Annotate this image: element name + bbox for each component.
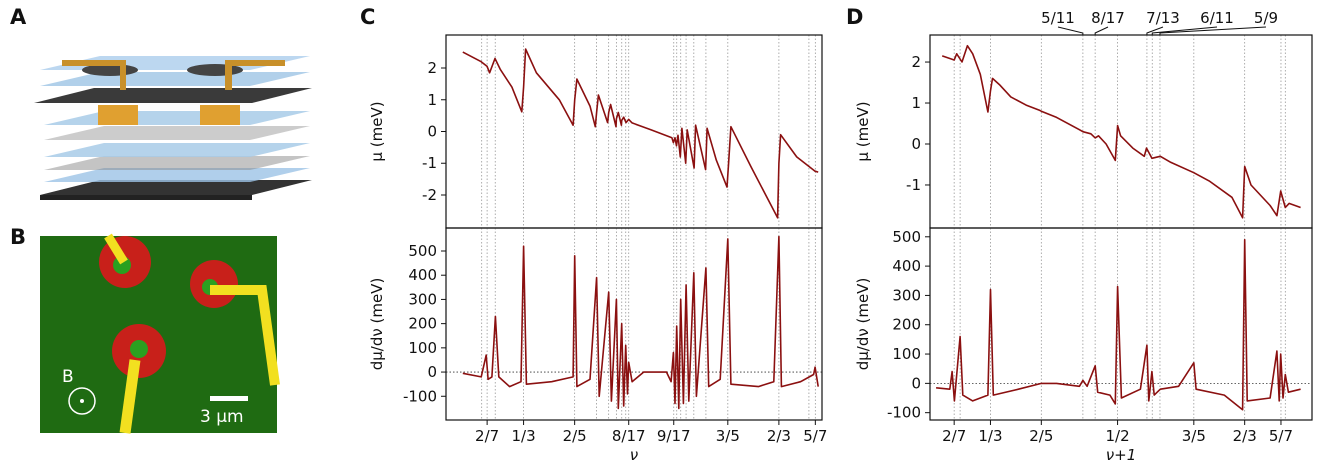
y-tick-label: -1 <box>906 176 921 194</box>
y-tick-label: 2 <box>911 53 921 71</box>
y-tick-label: 400 <box>892 257 921 275</box>
microscope-image: B 3 μm <box>40 233 280 434</box>
plot-frame <box>929 227 1313 421</box>
x-tick-label: 3/5 <box>1182 427 1206 445</box>
y-tick-label: 0 <box>427 363 437 381</box>
y-tick-label: 0 <box>427 123 437 141</box>
annotation: 7/13 <box>1146 9 1180 27</box>
x-tick-label: 2/3 <box>1233 427 1257 445</box>
annotation: 8/17 <box>1091 9 1125 27</box>
y-tick-label: 2 <box>427 59 437 77</box>
annotation: 6/11 <box>1200 9 1234 27</box>
y-tick-label: 1 <box>427 91 437 109</box>
plot-frame <box>445 227 823 421</box>
y-tick-label: -100 <box>403 387 437 405</box>
x-tick-label: 5/7 <box>803 427 827 445</box>
x-tick-label: 9/17 <box>657 427 691 445</box>
y-tick-label: 200 <box>408 315 437 333</box>
y-axis-label: μ (meV) <box>854 101 872 161</box>
x-tick-label: 1/2 <box>1105 427 1129 445</box>
y-axis-label: μ (meV) <box>368 101 386 161</box>
x-tick-label: 2/7 <box>475 427 499 445</box>
y-tick-label: 500 <box>892 228 921 246</box>
annotation-leader <box>1057 26 1084 35</box>
y-tick-label: 100 <box>408 339 437 357</box>
annotation-leader <box>1094 26 1109 35</box>
x-tick-label: 1/3 <box>512 427 536 445</box>
annotation: 5/9 <box>1254 9 1278 27</box>
x-tick-label: 2/5 <box>1029 427 1053 445</box>
y-tick-label: 0 <box>911 374 921 392</box>
y-tick-label: 200 <box>892 316 921 334</box>
data-line <box>936 238 1301 411</box>
device-schematic <box>34 56 312 200</box>
panel-letter: D <box>846 5 863 29</box>
x-axis-label: ν+1 <box>1106 446 1137 464</box>
y-tick-label: -100 <box>887 404 921 422</box>
panel-letter: A <box>10 5 27 29</box>
y-axis-label: dμ/dν (meV) <box>368 278 386 371</box>
x-tick-label: 5/7 <box>1269 427 1293 445</box>
data-line <box>462 235 819 410</box>
annotation-leader <box>1151 26 1218 35</box>
x-tick-label: 2/7 <box>942 427 966 445</box>
plot-frame <box>929 34 1313 229</box>
panel-letter: C <box>360 5 375 29</box>
y-tick-label: -1 <box>422 154 437 172</box>
y-tick-label: 100 <box>892 345 921 363</box>
x-tick-label: 3/5 <box>716 427 740 445</box>
plot-frame <box>445 34 823 229</box>
y-axis-label: dμ/dν (meV) <box>854 278 872 371</box>
panel-letter: B <box>10 225 26 249</box>
annotation: 5/11 <box>1041 9 1075 27</box>
x-tick-label: 2/5 <box>563 427 587 445</box>
annotation-leader <box>1146 26 1164 35</box>
annotation-leader <box>1159 26 1267 35</box>
y-tick-label: 1 <box>911 94 921 112</box>
data-line <box>462 48 819 219</box>
scale-bar-label: 3 μm <box>200 407 244 427</box>
y-tick-label: 500 <box>408 242 437 260</box>
data-line <box>941 44 1301 219</box>
field-label: B <box>62 367 74 387</box>
x-tick-label: 8/17 <box>612 427 646 445</box>
y-tick-label: 0 <box>911 135 921 153</box>
y-tick-label: -2 <box>422 186 437 204</box>
y-tick-label: 300 <box>892 286 921 304</box>
x-tick-label: 2/3 <box>767 427 791 445</box>
y-tick-label: 400 <box>408 266 437 284</box>
y-tick-label: 300 <box>408 290 437 308</box>
x-tick-label: 1/3 <box>978 427 1002 445</box>
x-axis-label: ν <box>630 446 638 464</box>
